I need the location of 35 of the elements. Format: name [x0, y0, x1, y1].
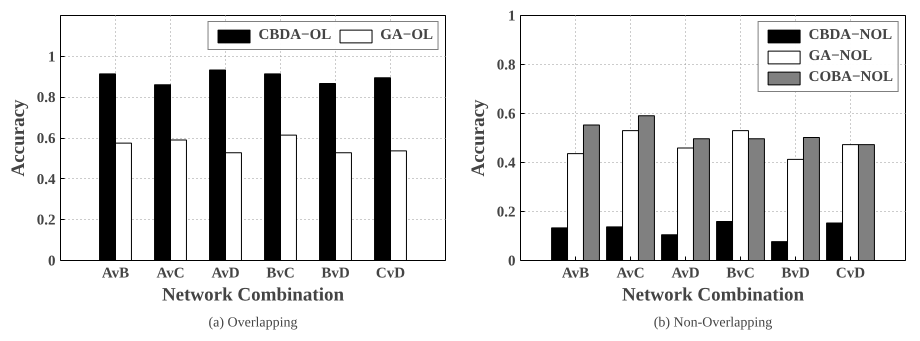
x-axis-title: Network Combination — [162, 284, 344, 306]
y-axis-title: Accuracy — [468, 98, 489, 177]
x-tick-label: AvC — [156, 266, 185, 282]
y-tick-label: 0.2 — [496, 204, 516, 220]
x-tick-label: BvC — [726, 266, 755, 282]
y-tick-label: 0.6 — [36, 131, 56, 147]
text: (a) Overlapping — [208, 316, 298, 330]
legend-label: CBDA−NOL — [808, 27, 892, 44]
y-tick-label: 0.4 — [36, 172, 56, 188]
y-tick-label: 0.8 — [36, 90, 56, 106]
legend-label: GA−NOL — [808, 48, 872, 65]
y-tick-label: 0.2 — [36, 212, 56, 229]
x-tick-label: CvD — [376, 266, 406, 282]
x-tick-label: AvD — [211, 266, 240, 282]
x-tick-label: AvC — [616, 266, 645, 282]
x-axis-title: Network Combination — [622, 284, 804, 306]
legend-label: COBA−NOL — [808, 69, 893, 86]
y-tick-label: 0.6 — [496, 106, 516, 122]
y-tick-label: 0 — [508, 254, 516, 270]
x-tick-label: AvB — [102, 266, 130, 282]
x-tick-label: CvD — [836, 266, 866, 282]
x-tick-label: AvD — [671, 266, 700, 282]
x-tick-label: BvD — [321, 266, 350, 282]
y-tick-label: 0.4 — [496, 156, 516, 172]
x-tick-label: BvD — [781, 266, 810, 282]
y-axis-title: Accuracy — [8, 98, 29, 177]
y-tick-label: 0.8 — [496, 58, 516, 74]
x-tick-label: AvB — [562, 266, 590, 282]
x-tick-label: BvC — [266, 266, 295, 282]
y-tick-label: 1 — [508, 8, 516, 24]
text: (b) Non-Overlapping — [654, 316, 772, 330]
legend-label: GA−OL — [380, 27, 433, 44]
y-tick-label: 0 — [48, 254, 56, 270]
legend-label: CBDA−OL — [258, 27, 332, 44]
y-tick-label: 1 — [48, 49, 56, 66]
